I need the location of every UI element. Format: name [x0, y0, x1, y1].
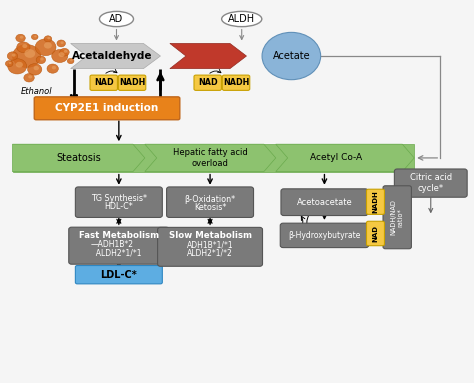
FancyBboxPatch shape — [394, 169, 467, 197]
Circle shape — [60, 48, 69, 56]
FancyBboxPatch shape — [34, 97, 180, 120]
Text: LDL-C*: LDL-C* — [100, 270, 137, 280]
Polygon shape — [12, 144, 145, 172]
Polygon shape — [276, 144, 414, 172]
FancyBboxPatch shape — [166, 187, 254, 218]
Circle shape — [70, 59, 73, 61]
Circle shape — [31, 34, 38, 39]
FancyBboxPatch shape — [118, 75, 146, 90]
Circle shape — [5, 61, 13, 67]
Text: —ADH1B*2: —ADH1B*2 — [90, 240, 133, 249]
FancyBboxPatch shape — [383, 186, 411, 249]
Circle shape — [34, 35, 36, 38]
Circle shape — [25, 49, 35, 58]
Text: NAD: NAD — [373, 225, 378, 242]
Circle shape — [7, 52, 18, 60]
Circle shape — [28, 75, 32, 79]
Circle shape — [12, 54, 16, 57]
Text: NADH: NADH — [119, 78, 145, 87]
Text: NADH/NAD
ratio*: NADH/NAD ratio* — [391, 199, 404, 235]
Circle shape — [61, 41, 64, 44]
FancyBboxPatch shape — [12, 144, 414, 172]
Circle shape — [47, 37, 50, 39]
Text: ALDH: ALDH — [228, 14, 255, 24]
Text: Ketosis*: Ketosis* — [194, 203, 226, 212]
Circle shape — [24, 74, 34, 82]
Circle shape — [12, 44, 41, 67]
Text: ALDH2*1/*1: ALDH2*1/*1 — [91, 248, 142, 257]
Text: Steatosis: Steatosis — [56, 153, 101, 163]
Circle shape — [27, 64, 42, 75]
Circle shape — [17, 42, 30, 52]
Circle shape — [262, 33, 320, 80]
Circle shape — [8, 59, 27, 74]
Text: β-Hydroxybutyrate: β-Hydroxybutyrate — [288, 231, 361, 240]
Text: HDL-C*: HDL-C* — [104, 202, 133, 211]
Ellipse shape — [222, 11, 262, 27]
Text: Hepatic fatty acid
overload: Hepatic fatty acid overload — [173, 148, 247, 168]
Text: Ethanol: Ethanol — [20, 87, 52, 95]
Polygon shape — [170, 43, 246, 69]
FancyBboxPatch shape — [157, 228, 263, 266]
Circle shape — [40, 57, 44, 61]
Text: NADH: NADH — [223, 78, 249, 87]
Circle shape — [52, 49, 68, 62]
Text: NAD: NAD — [198, 78, 218, 87]
Text: β-Oxidation*: β-Oxidation* — [184, 195, 236, 205]
Text: ADH1B*1/*1: ADH1B*1/*1 — [187, 241, 233, 249]
Text: Acetoacetate: Acetoacetate — [297, 198, 352, 207]
Text: Citric acid
cycle*: Citric acid cycle* — [410, 173, 452, 193]
Circle shape — [35, 39, 56, 56]
Text: AD: AD — [109, 14, 124, 24]
FancyBboxPatch shape — [69, 227, 169, 264]
FancyBboxPatch shape — [75, 265, 162, 284]
Text: ALDH2*1/*2: ALDH2*1/*2 — [187, 249, 233, 258]
Circle shape — [58, 52, 64, 57]
Text: CYP2E1 induction: CYP2E1 induction — [55, 103, 159, 113]
FancyBboxPatch shape — [75, 187, 162, 218]
Polygon shape — [145, 144, 276, 172]
Text: TG Synthesis*: TG Synthesis* — [91, 194, 147, 203]
Circle shape — [52, 66, 56, 69]
Polygon shape — [71, 43, 160, 69]
Text: Acetyl Co-A: Acetyl Co-A — [310, 154, 362, 162]
FancyBboxPatch shape — [222, 75, 250, 90]
FancyBboxPatch shape — [280, 223, 369, 247]
Text: NADH: NADH — [373, 190, 378, 213]
FancyBboxPatch shape — [90, 75, 118, 90]
Ellipse shape — [100, 11, 134, 27]
Text: Slow Metabolism: Slow Metabolism — [169, 231, 252, 240]
Text: Acetaldehyde: Acetaldehyde — [72, 51, 152, 61]
FancyBboxPatch shape — [366, 189, 384, 214]
Circle shape — [36, 56, 46, 64]
FancyBboxPatch shape — [194, 75, 221, 90]
FancyBboxPatch shape — [366, 221, 384, 246]
Circle shape — [20, 36, 23, 39]
Text: NAD: NAD — [94, 78, 114, 87]
Text: Fast Metabolism: Fast Metabolism — [79, 231, 159, 240]
Text: Acetate: Acetate — [273, 51, 310, 61]
Circle shape — [9, 62, 11, 64]
Circle shape — [22, 44, 27, 48]
Circle shape — [16, 34, 25, 42]
Circle shape — [44, 42, 52, 49]
Circle shape — [44, 36, 52, 42]
Circle shape — [64, 50, 67, 53]
Circle shape — [16, 62, 23, 67]
Circle shape — [47, 64, 58, 73]
Circle shape — [34, 66, 39, 70]
FancyBboxPatch shape — [281, 189, 368, 216]
Circle shape — [57, 40, 65, 47]
Circle shape — [67, 58, 74, 64]
